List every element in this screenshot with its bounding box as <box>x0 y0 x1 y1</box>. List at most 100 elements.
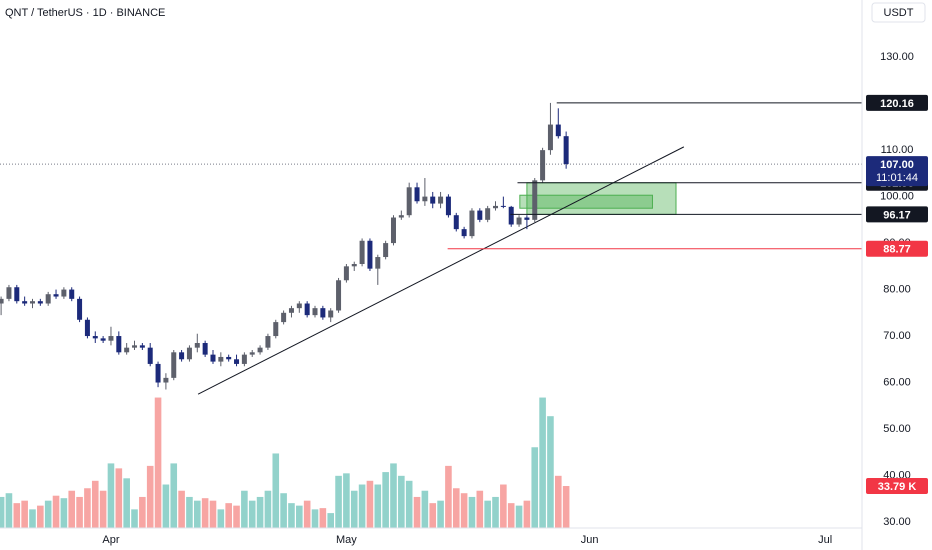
candle-body <box>516 217 522 225</box>
currency[interactable]: USDT <box>884 7 914 19</box>
plot-area <box>0 102 862 528</box>
candle-body <box>461 229 467 237</box>
candle-body <box>477 210 483 220</box>
candle-body <box>555 124 561 137</box>
volume-bar <box>382 472 389 528</box>
volume-bar <box>178 490 185 528</box>
candle-body <box>84 319 90 337</box>
countdown-label: 11:01:44 <box>876 172 918 184</box>
trend-line <box>197 146 685 395</box>
volume-bar <box>217 509 225 528</box>
volume-bar <box>523 500 531 528</box>
level-label-bg <box>866 94 928 111</box>
volume-bar <box>492 496 499 528</box>
candle-body <box>186 347 192 360</box>
candle-body <box>45 294 51 304</box>
candle-body <box>249 352 255 355</box>
volume-bar <box>131 509 138 528</box>
volume-bar <box>374 484 382 528</box>
y-tick-label: 70.00 <box>883 330 911 342</box>
candle-body <box>414 187 420 202</box>
currency-button[interactable] <box>871 2 926 23</box>
volume-bar <box>437 500 444 528</box>
candle-body <box>22 301 28 304</box>
level-label: 96.17 <box>883 209 911 221</box>
volume-bar <box>193 500 201 528</box>
candle-body <box>0 298 4 304</box>
volume-bar <box>303 500 311 528</box>
volume-bar <box>515 505 523 528</box>
volume-bar <box>476 490 484 528</box>
volume-bar <box>21 500 28 528</box>
volume-bar <box>13 503 21 528</box>
candle-body <box>202 343 208 355</box>
volume-bar <box>60 498 68 528</box>
candle-body <box>61 289 67 297</box>
candle-body <box>281 312 287 323</box>
volume-bar <box>154 397 162 528</box>
volume-bar <box>484 500 491 528</box>
y-tick-label: 110.00 <box>881 144 914 156</box>
candle-body <box>383 243 389 258</box>
volume-bar <box>452 488 460 528</box>
candle-body <box>524 217 530 220</box>
candle-body <box>390 217 396 244</box>
volume-bar <box>44 500 52 528</box>
volume-bar <box>343 473 350 528</box>
volume-bar <box>91 480 99 528</box>
candle-body <box>29 301 35 304</box>
volume-bar <box>37 505 44 528</box>
volume-bar <box>107 463 115 528</box>
candle-body <box>288 308 294 313</box>
candle-body <box>108 336 114 341</box>
y-tick-label: 100.00 <box>880 191 914 203</box>
volume-bar <box>68 490 76 528</box>
volume-bar <box>99 490 107 528</box>
candle-body <box>210 354 216 362</box>
candle-body <box>218 356 224 362</box>
candle-body <box>92 336 98 339</box>
volume-label: 33.79 K <box>878 481 917 493</box>
current-price-bg <box>866 156 928 187</box>
candle-body <box>469 210 475 237</box>
candle-body <box>6 287 12 299</box>
volume-bar <box>123 478 130 528</box>
volume-bar <box>358 484 366 528</box>
candle-body <box>265 336 271 348</box>
volume-bar <box>429 503 437 528</box>
candle-body <box>14 287 20 302</box>
candle-body <box>430 196 436 204</box>
x-tick-label: Jul <box>818 534 832 546</box>
volume-bar <box>468 496 476 528</box>
volume-bar <box>562 486 570 528</box>
volume-bar <box>248 500 256 528</box>
x-tick-label: Apr <box>102 534 119 546</box>
zone-box <box>526 182 677 215</box>
x-tick-label: Jun <box>581 534 599 546</box>
x-tick-label: May <box>336 534 357 546</box>
volume-bar <box>311 509 319 528</box>
volume-bar <box>76 496 83 528</box>
candle-body <box>171 352 177 378</box>
candle-body <box>547 124 553 151</box>
candle-body <box>312 308 318 316</box>
volume-bar <box>272 453 280 528</box>
candle-body <box>257 347 263 353</box>
candle-body <box>563 136 569 165</box>
candle-body <box>438 196 444 204</box>
volume-bar <box>225 503 232 528</box>
volume-bar <box>186 496 193 528</box>
volume-bar <box>350 490 358 528</box>
level-label-bg <box>866 240 928 257</box>
volume-bar <box>264 490 272 528</box>
candle-body <box>241 354 247 364</box>
volume-bar <box>405 480 413 528</box>
candle-body <box>540 150 546 181</box>
volume-bar <box>162 484 170 528</box>
level-label: 120.16 <box>880 98 914 110</box>
volume-bar <box>256 496 264 528</box>
volume-bar <box>319 508 327 528</box>
candle-body <box>179 352 185 360</box>
